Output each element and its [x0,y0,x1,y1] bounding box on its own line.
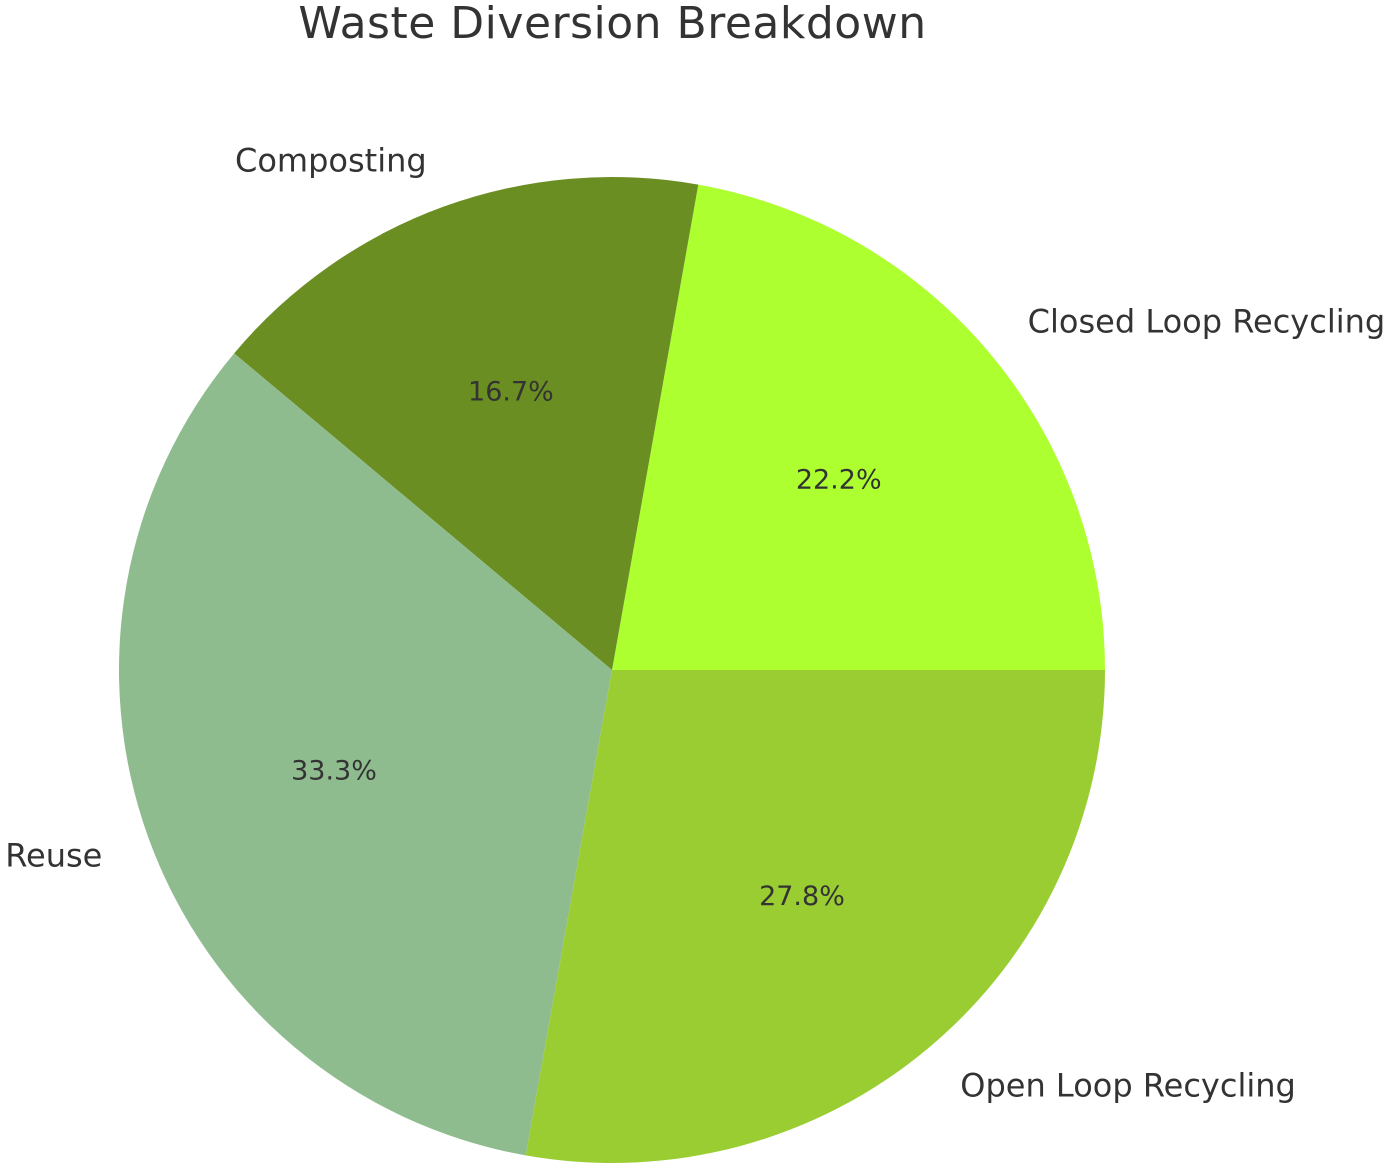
slice-label: Reuse [5,836,102,874]
slice-label: Closed Loop Recycling [1028,303,1386,341]
pie-slice-closed-loop-recycling [612,184,1105,670]
slice-percent-label: 33.3% [291,756,377,787]
slice-percent-label: 22.2% [796,465,882,496]
pie-slice-reuse [118,353,612,1156]
slice-percent-label: 16.7% [468,377,554,408]
slice-label: Open Loop Recycling [960,1067,1296,1105]
pie-slices [118,177,1105,1163]
pie-slice-open-loop-recycling [525,670,1105,1163]
pie-slice-composting [234,177,699,670]
pie-labels: Closed Loop Recycling 22.2% Composting 16.7… [5,141,1385,1104]
slice-label: Composting [235,141,427,179]
slice-percent-label: 27.8% [759,881,845,912]
chart-title: Waste Diversion Breakdown [298,0,927,49]
